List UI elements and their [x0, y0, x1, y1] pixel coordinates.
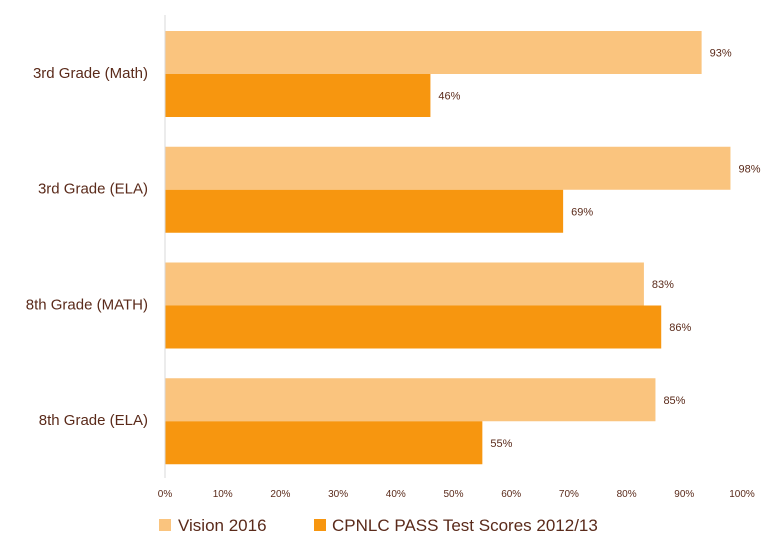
- x-tick-label-80: 80%: [617, 489, 637, 500]
- category-label-3rd-grade-ela: 3rd Grade (ELA): [38, 181, 148, 198]
- x-tick-label-10: 10%: [213, 489, 233, 500]
- data-label-8th-grade-math-vision-2016: 83%: [652, 279, 674, 291]
- bar-3rd-grade-ela-vision-2016: [165, 146, 731, 190]
- category-label-8th-grade-ela: 8th Grade (ELA): [39, 412, 148, 429]
- bar-8th-grade-math-vision-2016: [165, 262, 644, 306]
- data-label-3rd-grade-math-vision-2016: 93%: [710, 48, 732, 60]
- x-tick-label-70: 70%: [559, 489, 579, 500]
- category-label-3rd-grade-math: 3rd Grade (Math): [33, 65, 148, 82]
- bar-8th-grade-ela-cpnlc-pass-test-scores-2012-13: [165, 421, 483, 465]
- data-label-3rd-grade-ela-vision-2016: 98%: [738, 163, 760, 175]
- category-label-8th-grade-math: 8th Grade (MATH): [26, 296, 148, 313]
- x-tick-label-90: 90%: [674, 489, 694, 500]
- x-tick-label-50: 50%: [443, 489, 463, 500]
- data-labels: 93% 46% 98% 69% 83% 86% 85% 55%: [438, 48, 760, 450]
- x-axis-ticks: 0% 10% 20% 30% 40% 50% 60% 70% 80% 90% 100%: [158, 489, 755, 500]
- data-label-8th-grade-ela-vision-2016: 85%: [663, 395, 685, 407]
- bar-8th-grade-math-cpnlc-pass-test-scores-2012-13: [165, 305, 662, 349]
- bars-group: [165, 31, 731, 465]
- legend-swatch-cpnlc-pass: [314, 519, 326, 531]
- bar-3rd-grade-math-vision-2016: [165, 31, 702, 74]
- x-tick-label-100: 100%: [729, 489, 755, 500]
- x-tick-label-20: 20%: [270, 489, 290, 500]
- data-label-8th-grade-math-cpnlc-pass-test-scores-2012-13: 86%: [669, 322, 691, 334]
- bar-3rd-grade-ela-cpnlc-pass-test-scores-2012-13: [165, 189, 564, 233]
- x-tick-label-0: 0%: [158, 489, 173, 500]
- legend-label-cpnlc-pass: CPNLC PASS Test Scores 2012/13: [332, 516, 598, 535]
- category-labels: 3rd Grade (Math) 3rd Grade (ELA) 8th Grade…: [26, 65, 148, 429]
- x-tick-label-40: 40%: [386, 489, 406, 500]
- bar-8th-grade-ela-vision-2016: [165, 378, 656, 422]
- legend-swatch-vision-2016: [159, 519, 171, 531]
- x-tick-label-60: 60%: [501, 489, 521, 500]
- data-label-3rd-grade-ela-cpnlc-pass-test-scores-2012-13: 69%: [571, 206, 593, 218]
- legend: Vision 2016 CPNLC PASS Test Scores 2012/…: [159, 516, 598, 535]
- legend-label-vision-2016: Vision 2016: [178, 516, 267, 535]
- bar-3rd-grade-math-cpnlc-pass-test-scores-2012-13: [165, 74, 431, 117]
- data-label-3rd-grade-math-cpnlc-pass-test-scores-2012-13: 46%: [438, 91, 460, 103]
- x-tick-label-30: 30%: [328, 489, 348, 500]
- data-label-8th-grade-ela-cpnlc-pass-test-scores-2012-13: 55%: [490, 438, 512, 450]
